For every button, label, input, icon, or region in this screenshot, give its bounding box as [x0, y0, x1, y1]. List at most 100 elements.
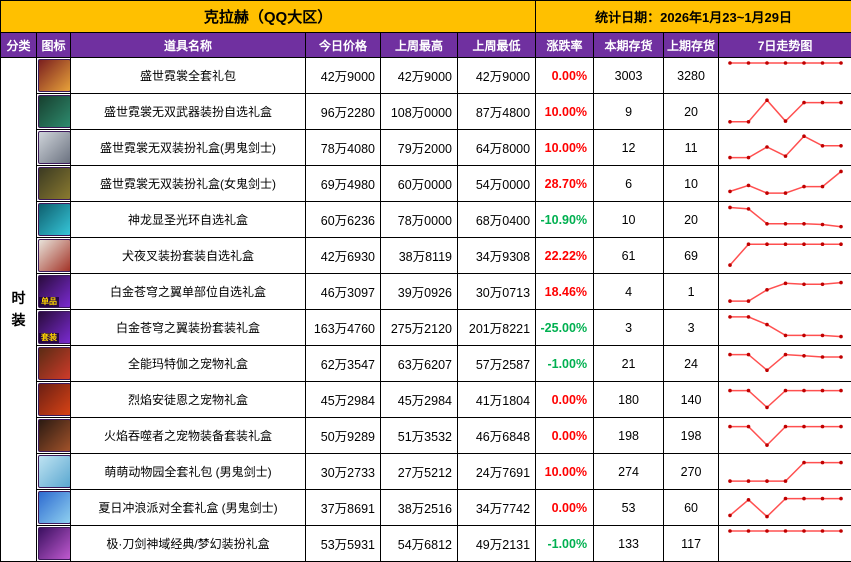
column-header-4[interactable]: 上周最高 — [381, 33, 458, 58]
week-low-cell[interactable]: 34万7742 — [458, 490, 536, 526]
item-name-cell[interactable]: 盛世霓裳无双武器装扮自选礼盒 — [71, 94, 306, 130]
stock-current-cell[interactable]: 3003 — [594, 58, 664, 94]
item-icon-cell[interactable] — [37, 130, 71, 166]
stock-current-cell[interactable]: 53 — [594, 490, 664, 526]
column-header-1[interactable]: 图标 — [37, 33, 71, 58]
change-rate-cell[interactable]: 0.00% — [536, 382, 594, 418]
item-icon-cell[interactable] — [37, 454, 71, 490]
item-name-cell[interactable]: 夏日冲浪派对全套礼盒 (男鬼剑士) — [71, 490, 306, 526]
item-icon-cell[interactable] — [37, 238, 71, 274]
item-name-cell[interactable]: 盛世霓裳全套礼包 — [71, 58, 306, 94]
week-low-cell[interactable]: 68万0400 — [458, 202, 536, 238]
item-icon-cell[interactable] — [37, 202, 71, 238]
change-rate-cell[interactable]: 0.00% — [536, 418, 594, 454]
week-low-cell[interactable]: 64万8000 — [458, 130, 536, 166]
stock-current-cell[interactable]: 6 — [594, 166, 664, 202]
week-low-cell[interactable]: 49万2131 — [458, 526, 536, 562]
trend-sparkline-cell[interactable] — [719, 454, 851, 490]
week-low-cell[interactable]: 42万9000 — [458, 58, 536, 94]
item-name-cell[interactable]: 极·刀剑神域经典/梦幻装扮礼盒 — [71, 526, 306, 562]
today-price-cell[interactable]: 42万9000 — [306, 58, 381, 94]
change-rate-cell[interactable]: 10.00% — [536, 130, 594, 166]
stock-current-cell[interactable]: 21 — [594, 346, 664, 382]
stock-previous-cell[interactable]: 3280 — [664, 58, 719, 94]
item-name-cell[interactable]: 白金苍穹之翼单部位自选礼盒 — [71, 274, 306, 310]
stock-current-cell[interactable]: 4 — [594, 274, 664, 310]
change-rate-cell[interactable]: -10.90% — [536, 202, 594, 238]
change-rate-cell[interactable]: 18.46% — [536, 274, 594, 310]
stock-current-cell[interactable]: 133 — [594, 526, 664, 562]
item-name-cell[interactable]: 白金苍穹之翼装扮套装礼盒 — [71, 310, 306, 346]
trend-sparkline-cell[interactable] — [719, 58, 851, 94]
item-name-cell[interactable]: 萌萌动物园全套礼包 (男鬼剑士) — [71, 454, 306, 490]
trend-sparkline-cell[interactable] — [719, 490, 851, 526]
trend-sparkline-cell[interactable] — [719, 130, 851, 166]
item-icon-cell[interactable] — [37, 418, 71, 454]
trend-sparkline-cell[interactable] — [719, 418, 851, 454]
week-low-cell[interactable]: 24万7691 — [458, 454, 536, 490]
trend-sparkline-cell[interactable] — [719, 382, 851, 418]
stock-previous-cell[interactable]: 24 — [664, 346, 719, 382]
week-high-cell[interactable]: 42万9000 — [381, 58, 458, 94]
item-name-cell[interactable]: 盛世霓裳无双装扮礼盒(男鬼剑士) — [71, 130, 306, 166]
change-rate-cell[interactable]: 0.00% — [536, 490, 594, 526]
stock-current-cell[interactable]: 198 — [594, 418, 664, 454]
today-price-cell[interactable]: 62万3547 — [306, 346, 381, 382]
stock-previous-cell[interactable]: 140 — [664, 382, 719, 418]
stock-previous-cell[interactable]: 20 — [664, 94, 719, 130]
week-low-cell[interactable]: 30万0713 — [458, 274, 536, 310]
week-high-cell[interactable]: 45万2984 — [381, 382, 458, 418]
stock-previous-cell[interactable]: 117 — [664, 526, 719, 562]
column-header-9[interactable]: 7日走势图 — [719, 33, 851, 58]
stock-previous-cell[interactable]: 60 — [664, 490, 719, 526]
week-low-cell[interactable]: 41万1804 — [458, 382, 536, 418]
trend-sparkline-cell[interactable] — [719, 202, 851, 238]
today-price-cell[interactable]: 163万4760 — [306, 310, 381, 346]
item-name-cell[interactable]: 神龙显圣光环自选礼盒 — [71, 202, 306, 238]
item-name-cell[interactable]: 全能玛特伽之宠物礼盒 — [71, 346, 306, 382]
stock-previous-cell[interactable]: 11 — [664, 130, 719, 166]
column-header-3[interactable]: 今日价格 — [306, 33, 381, 58]
today-price-cell[interactable]: 45万2984 — [306, 382, 381, 418]
change-rate-cell[interactable]: 10.00% — [536, 454, 594, 490]
item-icon-cell[interactable] — [37, 382, 71, 418]
week-high-cell[interactable]: 38万2516 — [381, 490, 458, 526]
week-low-cell[interactable]: 46万6848 — [458, 418, 536, 454]
stock-previous-cell[interactable]: 3 — [664, 310, 719, 346]
week-high-cell[interactable]: 63万6207 — [381, 346, 458, 382]
week-high-cell[interactable]: 39万0926 — [381, 274, 458, 310]
stock-previous-cell[interactable]: 10 — [664, 166, 719, 202]
week-high-cell[interactable]: 78万0000 — [381, 202, 458, 238]
week-high-cell[interactable]: 38万8119 — [381, 238, 458, 274]
week-high-cell[interactable]: 60万0000 — [381, 166, 458, 202]
stock-previous-cell[interactable]: 69 — [664, 238, 719, 274]
trend-sparkline-cell[interactable] — [719, 166, 851, 202]
stock-current-cell[interactable]: 61 — [594, 238, 664, 274]
item-icon-cell[interactable]: 套装 — [37, 310, 71, 346]
stock-previous-cell[interactable]: 270 — [664, 454, 719, 490]
week-high-cell[interactable]: 27万5212 — [381, 454, 458, 490]
column-header-7[interactable]: 本期存货 — [594, 33, 664, 58]
trend-sparkline-cell[interactable] — [719, 346, 851, 382]
item-icon-cell[interactable] — [37, 490, 71, 526]
today-price-cell[interactable]: 30万2733 — [306, 454, 381, 490]
item-icon-cell[interactable] — [37, 58, 71, 94]
change-rate-cell[interactable]: -25.00% — [536, 310, 594, 346]
item-icon-cell[interactable]: 单品 — [37, 274, 71, 310]
change-rate-cell[interactable]: 22.22% — [536, 238, 594, 274]
change-rate-cell[interactable]: -1.00% — [536, 346, 594, 382]
item-name-cell[interactable]: 火焰吞噬者之宠物装备套装礼盒 — [71, 418, 306, 454]
week-high-cell[interactable]: 108万0000 — [381, 94, 458, 130]
today-price-cell[interactable]: 42万6930 — [306, 238, 381, 274]
change-rate-cell[interactable]: 0.00% — [536, 58, 594, 94]
column-header-8[interactable]: 上期存货 — [664, 33, 719, 58]
today-price-cell[interactable]: 78万4080 — [306, 130, 381, 166]
trend-sparkline-cell[interactable] — [719, 238, 851, 274]
stock-previous-cell[interactable]: 198 — [664, 418, 719, 454]
stock-previous-cell[interactable]: 1 — [664, 274, 719, 310]
category-cell[interactable]: 时装 — [1, 58, 37, 562]
item-name-cell[interactable]: 盛世霓裳无双装扮礼盒(女鬼剑士) — [71, 166, 306, 202]
column-header-6[interactable]: 涨跌率 — [536, 33, 594, 58]
today-price-cell[interactable]: 37万8691 — [306, 490, 381, 526]
week-high-cell[interactable]: 275万2120 — [381, 310, 458, 346]
